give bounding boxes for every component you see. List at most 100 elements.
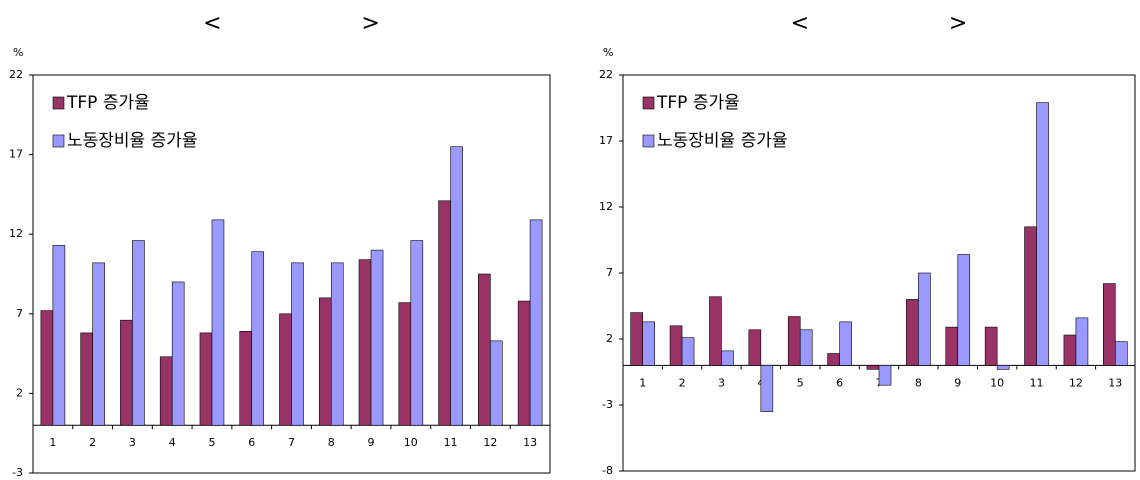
legend-label: 노동장비율 증가율 (67, 131, 198, 151)
legend-label: TFP 증가율 (66, 93, 150, 113)
x-tick-label: 3 (129, 436, 136, 449)
bar (211, 219, 225, 426)
x-tick-label: 8 (328, 436, 335, 449)
bar (1036, 102, 1049, 366)
x-tick-label: 12 (1069, 376, 1083, 389)
bar (748, 329, 762, 366)
y-tick-label: 12 (599, 200, 613, 213)
bar (945, 326, 959, 366)
bar (878, 365, 892, 386)
bar (1103, 283, 1116, 366)
x-tick-label: 1 (49, 436, 56, 449)
bar (199, 332, 213, 426)
bar (92, 262, 105, 426)
x-tick-label: 13 (523, 436, 537, 449)
bar (957, 254, 971, 366)
bar (517, 300, 531, 426)
bar (760, 365, 774, 412)
x-tick-label: 2 (679, 376, 686, 389)
y-tick-label: -3 (602, 398, 613, 411)
y-tick-label: -3 (12, 466, 23, 479)
bar (450, 146, 463, 426)
bar (398, 302, 412, 426)
bar (709, 296, 722, 366)
x-tick-label: 5 (797, 376, 804, 389)
bar (132, 240, 145, 426)
legend-swatch (642, 96, 655, 110)
bar (318, 297, 332, 426)
bar (984, 326, 998, 366)
x-tick-label: 8 (915, 376, 922, 389)
bar (529, 219, 543, 426)
x-tick-label: 10 (404, 436, 418, 449)
legend-swatch (52, 134, 65, 148)
x-tick-label: 6 (836, 376, 843, 389)
bar (52, 245, 66, 426)
bar (358, 259, 372, 426)
x-tick-label: 6 (248, 436, 255, 449)
bar (370, 249, 384, 426)
bar (918, 272, 931, 366)
y-tick-label: 17 (9, 148, 23, 161)
y-tick-label: 22 (599, 68, 613, 81)
x-tick-label: 9 (368, 436, 375, 449)
bar (279, 313, 292, 426)
y-tick-label: 2 (16, 386, 23, 399)
bar (159, 356, 173, 426)
bar (120, 319, 133, 426)
y-tick-label: -8 (602, 464, 613, 477)
bar (669, 325, 683, 366)
x-tick-label: 7 (288, 436, 295, 449)
legend-swatch (52, 96, 65, 110)
x-tick-label: 2 (89, 436, 96, 449)
chart-title: < > (203, 11, 380, 36)
bar (1075, 317, 1089, 366)
bar (478, 273, 491, 426)
y-tick-label: 7 (16, 307, 23, 320)
bar (1024, 226, 1037, 366)
bar (1063, 334, 1077, 366)
legend-label: TFP 증가율 (656, 93, 740, 113)
bar (330, 262, 344, 426)
bar (721, 350, 734, 366)
bar (40, 310, 54, 426)
bar (80, 332, 93, 426)
y-tick-label: 17 (599, 134, 613, 147)
bar (787, 316, 801, 366)
x-tick-label: 3 (718, 376, 725, 389)
bar (438, 200, 451, 426)
bar (642, 321, 655, 366)
bar (839, 321, 852, 366)
bar (171, 281, 185, 426)
bar (827, 353, 840, 366)
bar (291, 262, 304, 426)
bar (410, 240, 424, 426)
y-axis-unit: % (13, 46, 23, 59)
y-tick-label: 7 (606, 266, 613, 279)
y-tick-label: 2 (606, 332, 613, 345)
x-tick-label: 12 (483, 436, 497, 449)
x-tick-label: 13 (1108, 376, 1122, 389)
bar (630, 312, 643, 366)
x-tick-label: 11 (1030, 376, 1044, 389)
bar (906, 299, 919, 366)
y-tick-label: 12 (9, 227, 23, 240)
plot-frame (32, 74, 551, 474)
bar (239, 331, 253, 426)
bar (866, 365, 880, 370)
x-tick-label: 4 (169, 436, 176, 449)
bar (490, 340, 503, 426)
legend-swatch (642, 134, 655, 148)
bar (681, 337, 695, 366)
y-tick-label: 22 (9, 68, 23, 81)
x-tick-label: 9 (954, 376, 961, 389)
chart-title: < > (791, 11, 968, 36)
bar (799, 329, 813, 366)
y-axis-unit: % (603, 46, 613, 59)
legend-label: 노동장비율 증가율 (657, 131, 788, 151)
x-tick-label: 11 (444, 436, 458, 449)
x-tick-label: 1 (639, 376, 646, 389)
bar (251, 251, 265, 426)
x-tick-label: 10 (990, 376, 1004, 389)
